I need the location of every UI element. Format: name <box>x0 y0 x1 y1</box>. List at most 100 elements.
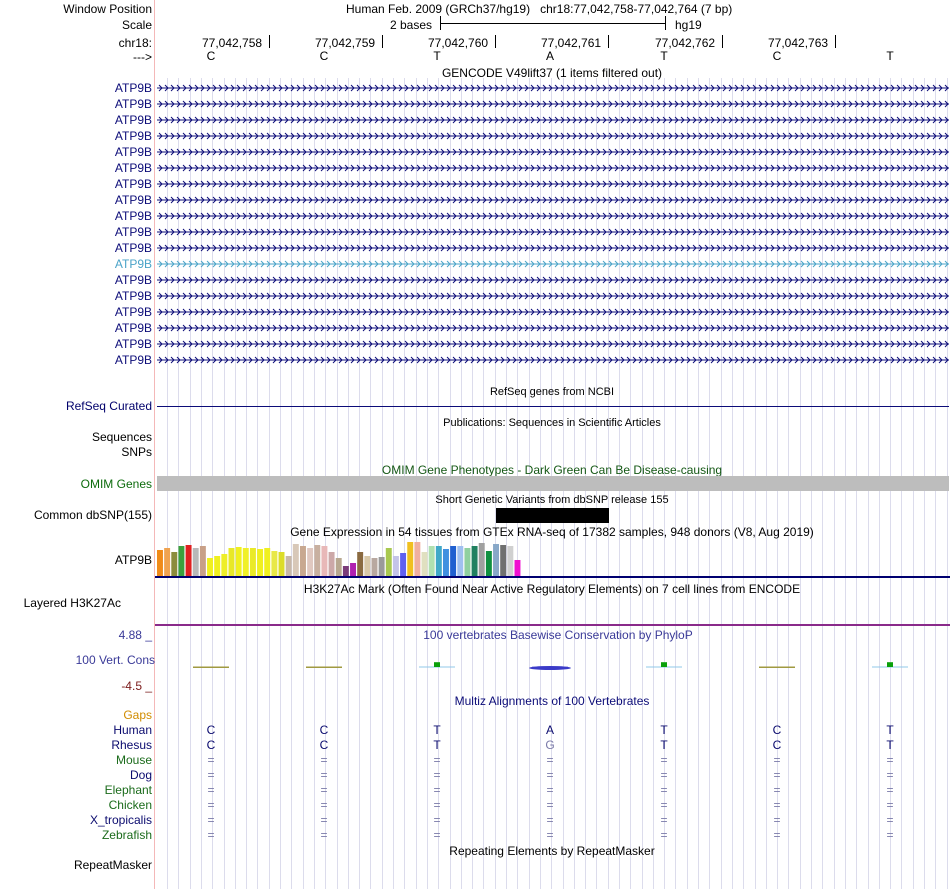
omim-gene-bar[interactable] <box>157 476 949 491</box>
gtex-tissue-bar <box>264 548 271 576</box>
multiz-base: = <box>886 798 894 812</box>
gencode-transcript-line[interactable] <box>157 339 949 349</box>
multiz-base: = <box>660 798 668 812</box>
gencode-transcript-line[interactable] <box>157 131 949 141</box>
conservation-track-label[interactable]: 100 Vert. Cons <box>75 653 155 667</box>
multiz-base: = <box>433 813 441 827</box>
gencode-transcript-label[interactable]: ATP9B <box>114 241 152 255</box>
gencode-transcript-label[interactable]: ATP9B <box>114 289 152 303</box>
gtex-tissue-bar <box>178 546 185 576</box>
refseq-track-label[interactable]: RefSeq Curated <box>65 399 152 413</box>
gencode-transcript-line[interactable] <box>157 259 949 269</box>
gencode-transcript-line[interactable] <box>157 115 949 125</box>
gtex-tissue-bar <box>500 545 507 576</box>
gencode-transcript-label[interactable]: ATP9B <box>114 353 152 367</box>
gtex-expression-chart[interactable] <box>155 540 950 578</box>
gencode-transcript-line[interactable] <box>157 163 949 173</box>
gtex-tissue-bar <box>321 546 328 576</box>
refseq-gene-line[interactable] <box>157 406 949 407</box>
multiz-base: = <box>660 768 668 782</box>
gtex-tissue-bar <box>278 552 285 576</box>
omim-track-label[interactable]: OMIM Genes <box>80 477 152 491</box>
gencode-transcript-label[interactable]: ATP9B <box>114 177 152 191</box>
gencode-transcript-label[interactable]: ATP9B <box>114 209 152 223</box>
conservation-score-bar <box>529 666 571 670</box>
ruler-base: T <box>886 49 894 63</box>
multiz-base: = <box>546 753 554 767</box>
multiz-base: = <box>320 828 328 842</box>
multiz-base: = <box>320 798 328 812</box>
gencode-transcript-label[interactable]: ATP9B <box>114 225 152 239</box>
conservation-plot[interactable] <box>155 640 950 690</box>
gencode-transcript-line[interactable] <box>157 323 949 333</box>
repeatmasker-track-title: Repeating Elements by RepeatMasker <box>449 844 655 858</box>
ruler-position-label: 77,042,758 <box>202 36 263 50</box>
gencode-transcript-label[interactable]: ATP9B <box>114 273 152 287</box>
dbsnp-variant[interactable] <box>496 508 609 523</box>
repeatmasker-track-label[interactable]: RepeatMasker <box>73 858 152 872</box>
gtex-tissue-bar <box>307 548 314 576</box>
gtex-tissue-bar <box>249 548 256 576</box>
ruler-base: T <box>660 49 668 63</box>
gencode-transcript-label[interactable]: ATP9B <box>114 161 152 175</box>
publications-label-sequences[interactable]: Sequences <box>91 430 152 444</box>
multiz-base: = <box>773 828 781 842</box>
gencode-transcript-line[interactable] <box>157 195 949 205</box>
gencode-transcript-line[interactable] <box>157 83 949 93</box>
gtex-tissue-bar <box>207 558 213 576</box>
gencode-transcript-line[interactable] <box>157 355 949 365</box>
gencode-transcript-line[interactable] <box>157 147 949 157</box>
gencode-transcript-label[interactable]: ATP9B <box>114 321 152 335</box>
omim-track-title: OMIM Gene Phenotypes - Dark Green Can Be… <box>381 463 723 477</box>
gtex-tissue-bar <box>378 557 385 576</box>
multiz-species-label[interactable]: Zebrafish <box>101 828 152 842</box>
multiz-species-label[interactable]: Mouse <box>115 753 152 767</box>
ruler-tick <box>608 35 609 48</box>
gtex-tissue-bar <box>385 548 392 576</box>
gtex-track-label[interactable]: ATP9B <box>114 553 152 567</box>
multiz-base: = <box>320 783 328 797</box>
multiz-species-label[interactable]: Elephant <box>104 783 152 797</box>
multiz-base: = <box>433 753 441 767</box>
scale-value: 2 bases <box>390 18 433 32</box>
multiz-base: = <box>546 828 554 842</box>
gencode-transcript-line[interactable] <box>157 307 949 317</box>
publications-label-snps[interactable]: SNPs <box>121 445 152 459</box>
h3k27ac-track-label[interactable]: Layered H3K27Ac <box>23 596 121 610</box>
gencode-transcript-line[interactable] <box>157 179 949 189</box>
gencode-transcript-line[interactable] <box>157 275 949 285</box>
gtex-tissue-bar <box>242 548 249 576</box>
multiz-base: = <box>886 813 894 827</box>
scale-bar <box>440 23 666 24</box>
multiz-base: = <box>207 753 215 767</box>
ruler-position-label: 77,042,761 <box>541 36 602 50</box>
gencode-transcript-label[interactable]: ATP9B <box>114 193 152 207</box>
multiz-species-label[interactable]: Human <box>113 723 152 737</box>
gencode-transcript-label[interactable]: ATP9B <box>114 337 152 351</box>
gtex-tissue-bar <box>235 547 242 576</box>
gencode-transcript-label[interactable]: ATP9B <box>114 129 152 143</box>
gencode-transcript-line[interactable] <box>157 291 949 301</box>
gencode-transcript-label[interactable]: ATP9B <box>114 305 152 319</box>
gencode-transcript-label[interactable]: ATP9B <box>114 257 152 271</box>
gencode-transcript-line[interactable] <box>157 243 949 253</box>
gencode-transcript-label[interactable]: ATP9B <box>114 81 152 95</box>
gencode-transcript-line[interactable] <box>157 227 949 237</box>
gencode-transcript-label[interactable]: ATP9B <box>114 97 152 111</box>
gtex-tissue-bar <box>292 544 299 576</box>
gencode-transcript-line[interactable] <box>157 99 949 109</box>
gtex-tissue-bar <box>471 546 478 576</box>
multiz-species-label[interactable]: Rhesus <box>111 738 152 752</box>
multiz-species-label[interactable]: Chicken <box>108 798 152 812</box>
multiz-species-label[interactable]: X_tropicalis <box>89 813 152 827</box>
dbsnp-track-label[interactable]: Common dbSNP(155) <box>33 508 152 522</box>
gencode-transcript-line[interactable] <box>157 211 949 221</box>
multiz-base: T <box>660 738 668 752</box>
gtex-tissue-bar <box>414 542 421 576</box>
gtex-tissue-bar <box>328 552 335 576</box>
multiz-species-label[interactable]: Dog <box>129 768 152 782</box>
gencode-transcript-label[interactable]: ATP9B <box>114 113 152 127</box>
gencode-transcript-label[interactable]: ATP9B <box>114 145 152 159</box>
multiz-base: = <box>886 768 894 782</box>
multiz-base: = <box>546 813 554 827</box>
